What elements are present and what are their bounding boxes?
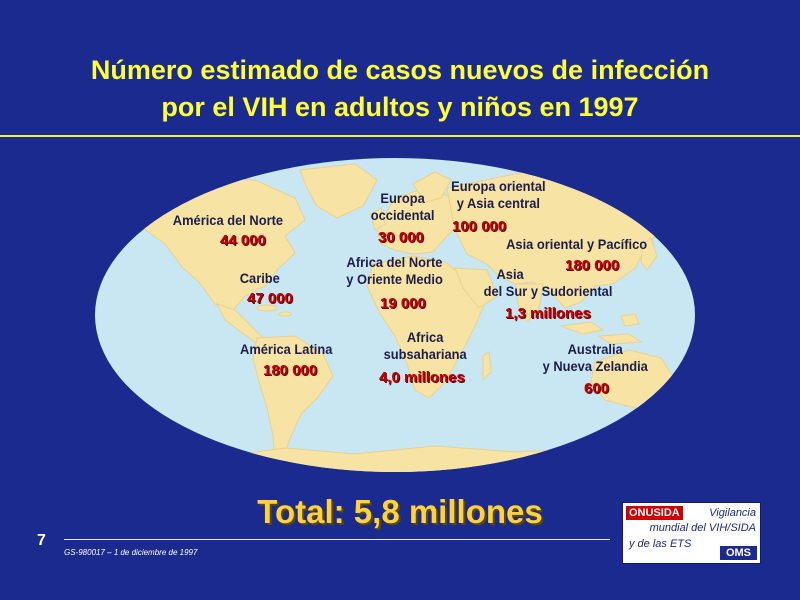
south-america-landmass (252, 335, 334, 459)
value-africa-subsahariana: 4,0 millones (379, 369, 465, 386)
label-asia-del-sur: Asia del Sur y Sudoriental (483, 266, 613, 299)
oms-badge: OMS (719, 546, 757, 560)
value-caribe: 47 000 (247, 290, 293, 307)
onusida-badge: ONUSIDA (626, 506, 683, 520)
logo-line-1: Vigilancia (709, 507, 756, 519)
onusida-oms-logo: ONUSIDA Vigilancia mundial del VIH/SIDA … (622, 502, 761, 564)
label-america-latina: América Latina (240, 341, 333, 357)
title-divider (0, 135, 800, 137)
value-europa-oriental: 100 000 (452, 218, 507, 235)
label-asia-oriental: Asia oriental y Pacífico (506, 236, 648, 252)
label-australia: Australia y Nueva Zelandia (542, 341, 648, 374)
greenland-landmass (299, 163, 378, 219)
value-asia-oriental: 180 000 (565, 257, 620, 274)
document-code: GS-980017 – 1 de diciembre de 1997 (64, 548, 198, 557)
value-europa-occidental: 30 000 (378, 229, 424, 246)
value-america-del-norte: 44 000 (220, 232, 266, 249)
world-map (95, 158, 695, 472)
value-australia: 600 (584, 380, 610, 397)
europe-landmass (376, 187, 464, 255)
value-africa-del-norte: 19 000 (380, 295, 426, 312)
title-line-2: por el VIH en adultos y niños en 1997 (161, 92, 639, 122)
slide-title: Número estimado de casos nuevos de infec… (0, 52, 800, 126)
label-africa-subsahariana: Africa subsahariana (383, 329, 467, 362)
label-america-del-norte: América del Norte (172, 212, 284, 228)
slide-number: 7 (37, 532, 46, 549)
antarctica-landmass (95, 445, 695, 472)
caribbean-islands (256, 304, 278, 312)
value-asia-del-sur: 1,3 millones (505, 305, 591, 322)
label-europa-oriental: Europa oriental y Asia central (451, 178, 546, 211)
value-america-latina: 180 000 (263, 362, 318, 379)
label-caribe: Caribe (239, 270, 280, 286)
africa-landmass (366, 255, 488, 399)
title-line-1: Número estimado de casos nuevos de infec… (90, 55, 710, 85)
total-cases: Total: 5,8 millones (257, 493, 543, 530)
logo-line-3: y de las ETS (629, 538, 692, 550)
label-africa-del-norte: Africa del Norte y Oriente Medio (346, 254, 443, 287)
indonesia-islands (560, 321, 605, 335)
footer-divider (64, 539, 610, 540)
logo-line-2: mundial del VIH/SIDA (649, 522, 756, 534)
label-europa-occidental: Europa occidental (370, 190, 435, 223)
